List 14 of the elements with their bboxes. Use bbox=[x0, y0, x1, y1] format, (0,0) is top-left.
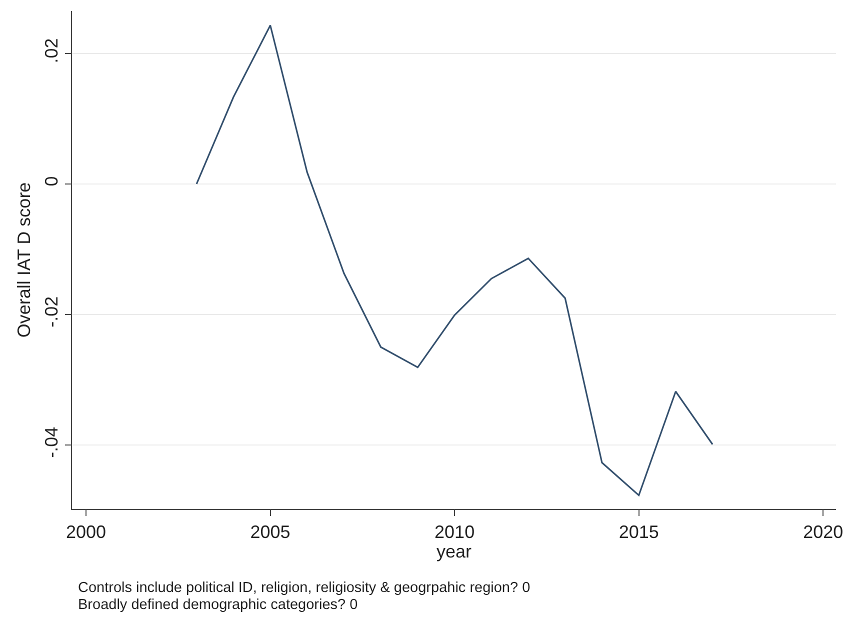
x-tick-label: 2005 bbox=[250, 522, 290, 542]
y-tick-label: 0 bbox=[42, 176, 62, 186]
x-tick-label: 2015 bbox=[618, 522, 659, 542]
x-tick-label: 2020 bbox=[803, 522, 844, 542]
y-tick-label: -.02 bbox=[42, 296, 62, 328]
text: Controls include political ID, religion, religiosity & geogrpahic region? 0 bbox=[78, 580, 530, 596]
text: Broadly defined demographic categories? 0 bbox=[78, 597, 358, 613]
line-series bbox=[196, 24, 714, 496]
x-tick-label: 2000 bbox=[66, 522, 106, 542]
y-axis-title: Overall IAT D score bbox=[14, 182, 34, 338]
x-tick-label: 2010 bbox=[434, 522, 475, 542]
y-tick-label: -.04 bbox=[42, 426, 62, 458]
y-tick-label: .02 bbox=[42, 38, 62, 64]
x-axis-title: year bbox=[436, 542, 472, 562]
